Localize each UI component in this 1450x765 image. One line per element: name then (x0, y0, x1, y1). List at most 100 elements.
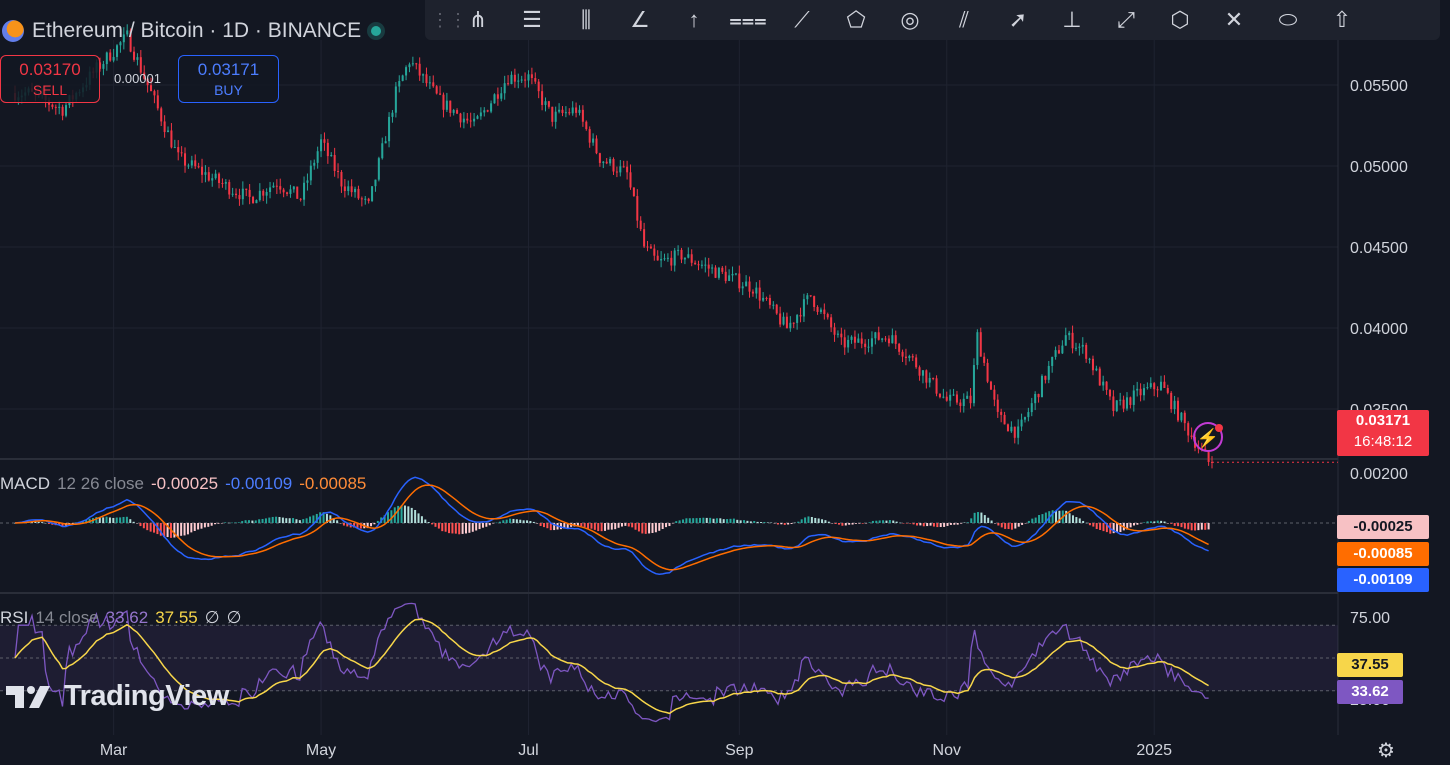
candle-body (660, 259, 663, 261)
macd-histogram-bar (159, 523, 162, 536)
candle-body (238, 195, 241, 200)
trend-angle-icon[interactable]: ∠ (630, 7, 650, 32)
macd-histogram-bar (454, 523, 457, 534)
macd-histogram-bar (505, 519, 508, 523)
candle-body (588, 129, 591, 143)
candle-body (592, 138, 595, 143)
macd-histogram-bar (580, 523, 583, 527)
macd-histogram-bar (244, 520, 247, 523)
candle-body (1115, 400, 1118, 412)
macd-line-tag: -0.00109 (1337, 568, 1429, 592)
measure-icon[interactable]: ⊥ (1062, 7, 1082, 32)
parallel-channel-icon[interactable]: ⫽ (959, 7, 969, 32)
candle-body (806, 295, 809, 300)
pitchfork-icon[interactable]: ⋔ (468, 7, 488, 32)
candle-body (115, 45, 119, 57)
buy-button[interactable]: 0.03171 BUY (178, 55, 279, 103)
macd-histogram-bar (566, 523, 569, 529)
macd-histogram-bar (529, 520, 532, 523)
candle-body (847, 339, 850, 348)
candle-body (425, 74, 428, 84)
polygon-icon[interactable]: ⬠ (846, 7, 866, 32)
macd-histogram-bar (648, 523, 651, 534)
candle-body (381, 143, 384, 159)
macd-histogram-bar (492, 523, 495, 524)
candle-body (819, 309, 822, 312)
macd-histogram-bar (949, 523, 952, 525)
macd-histogram-bar (559, 523, 562, 530)
rsi-value-tag: 33.62 (1337, 680, 1403, 704)
trend-line-icon[interactable]: ⟋ (794, 7, 810, 32)
macd-histogram-bar (651, 523, 654, 533)
macd-histogram-bar (532, 521, 535, 523)
candle-body (303, 182, 306, 200)
toolbar-grip-icon[interactable]: ⋮⋮ (431, 10, 467, 30)
symbol-title[interactable]: Ethereum / Bitcoin · 1D · BINANCE (32, 19, 362, 42)
candle-body (160, 108, 163, 122)
arrow-marker-icon[interactable]: ⇧ (1332, 7, 1352, 32)
candle-body (1061, 345, 1064, 354)
candle-body (636, 196, 639, 221)
fib-retracement-icon[interactable]: ⩶ (729, 7, 767, 32)
candle-body (813, 296, 816, 307)
candle-body (921, 370, 924, 376)
macd-histogram-bar (834, 523, 837, 525)
candle-body (435, 86, 438, 94)
macd-histogram-bar (698, 517, 701, 523)
macd-histogram-bar (814, 517, 817, 523)
sell-button[interactable]: 0.03170 SELL (0, 55, 100, 103)
pattern-icon[interactable]: ⬡ (1170, 7, 1190, 32)
candle-body (282, 189, 285, 193)
macd-histogram-bar (1194, 523, 1197, 531)
tradingview-logo[interactable]: TradingView (6, 680, 229, 713)
candle-body (809, 295, 812, 297)
settings-gear-icon[interactable]: ⚙ (1377, 740, 1395, 762)
candle-body (789, 322, 792, 329)
candle-body (330, 155, 333, 157)
candle-body (887, 338, 890, 344)
macd-histogram-bar (522, 520, 525, 523)
macd-histogram-bar (624, 523, 627, 526)
macd-histogram-bar (899, 522, 902, 524)
macd-histogram-bar (841, 523, 844, 526)
arrow-up-icon[interactable]: ↑ (688, 7, 700, 32)
candle-body (1166, 387, 1169, 393)
price-tick-label: 0.04000 (1350, 321, 1408, 338)
callout-icon[interactable]: ⬭ (1278, 7, 1298, 32)
rsi-legend[interactable]: RSI 14 close 33.62 37.55 ∅ ∅ (0, 608, 248, 628)
candle-body (517, 80, 520, 82)
candle-body (286, 192, 289, 194)
macd-histogram-bar (315, 513, 318, 523)
macd-histogram-bar (810, 517, 813, 523)
lines-icon[interactable]: ☰ (522, 7, 542, 32)
candle-body (211, 178, 214, 181)
macd-legend[interactable]: MACD 12 26 close -0.00025 -0.00109 -0.00085 (0, 474, 373, 494)
candle-body (520, 79, 523, 81)
macd-histogram-bar (448, 523, 451, 534)
candles-icon[interactable]: ⫼ (580, 7, 592, 32)
candle-body (1153, 383, 1156, 390)
macd-histogram-bar (912, 523, 915, 525)
xabcd-icon[interactable]: ✕ (1224, 7, 1244, 32)
candle-body (1003, 414, 1006, 425)
macd-histogram-bar (983, 515, 986, 523)
candle-body (1081, 344, 1084, 347)
candle-body (867, 346, 870, 348)
ray-icon[interactable]: ➚ (1008, 7, 1028, 32)
macd-histogram-bar (190, 523, 193, 533)
macd-histogram-bar (990, 520, 993, 523)
macd-histogram-bar (909, 523, 912, 524)
candle-body (972, 365, 975, 404)
macd-histogram-bar (488, 523, 491, 526)
extended-line-icon[interactable]: ⤢ (1117, 7, 1135, 32)
candle-body (581, 109, 584, 122)
candle-body (496, 94, 499, 99)
candle-body (252, 196, 255, 204)
candle-body (194, 160, 197, 167)
candle-body (530, 74, 533, 79)
candle-body (996, 399, 999, 412)
circle-icon[interactable]: ◎ (900, 7, 920, 32)
macd-histogram-bar (390, 510, 393, 523)
macd-histogram-bar (173, 523, 176, 538)
